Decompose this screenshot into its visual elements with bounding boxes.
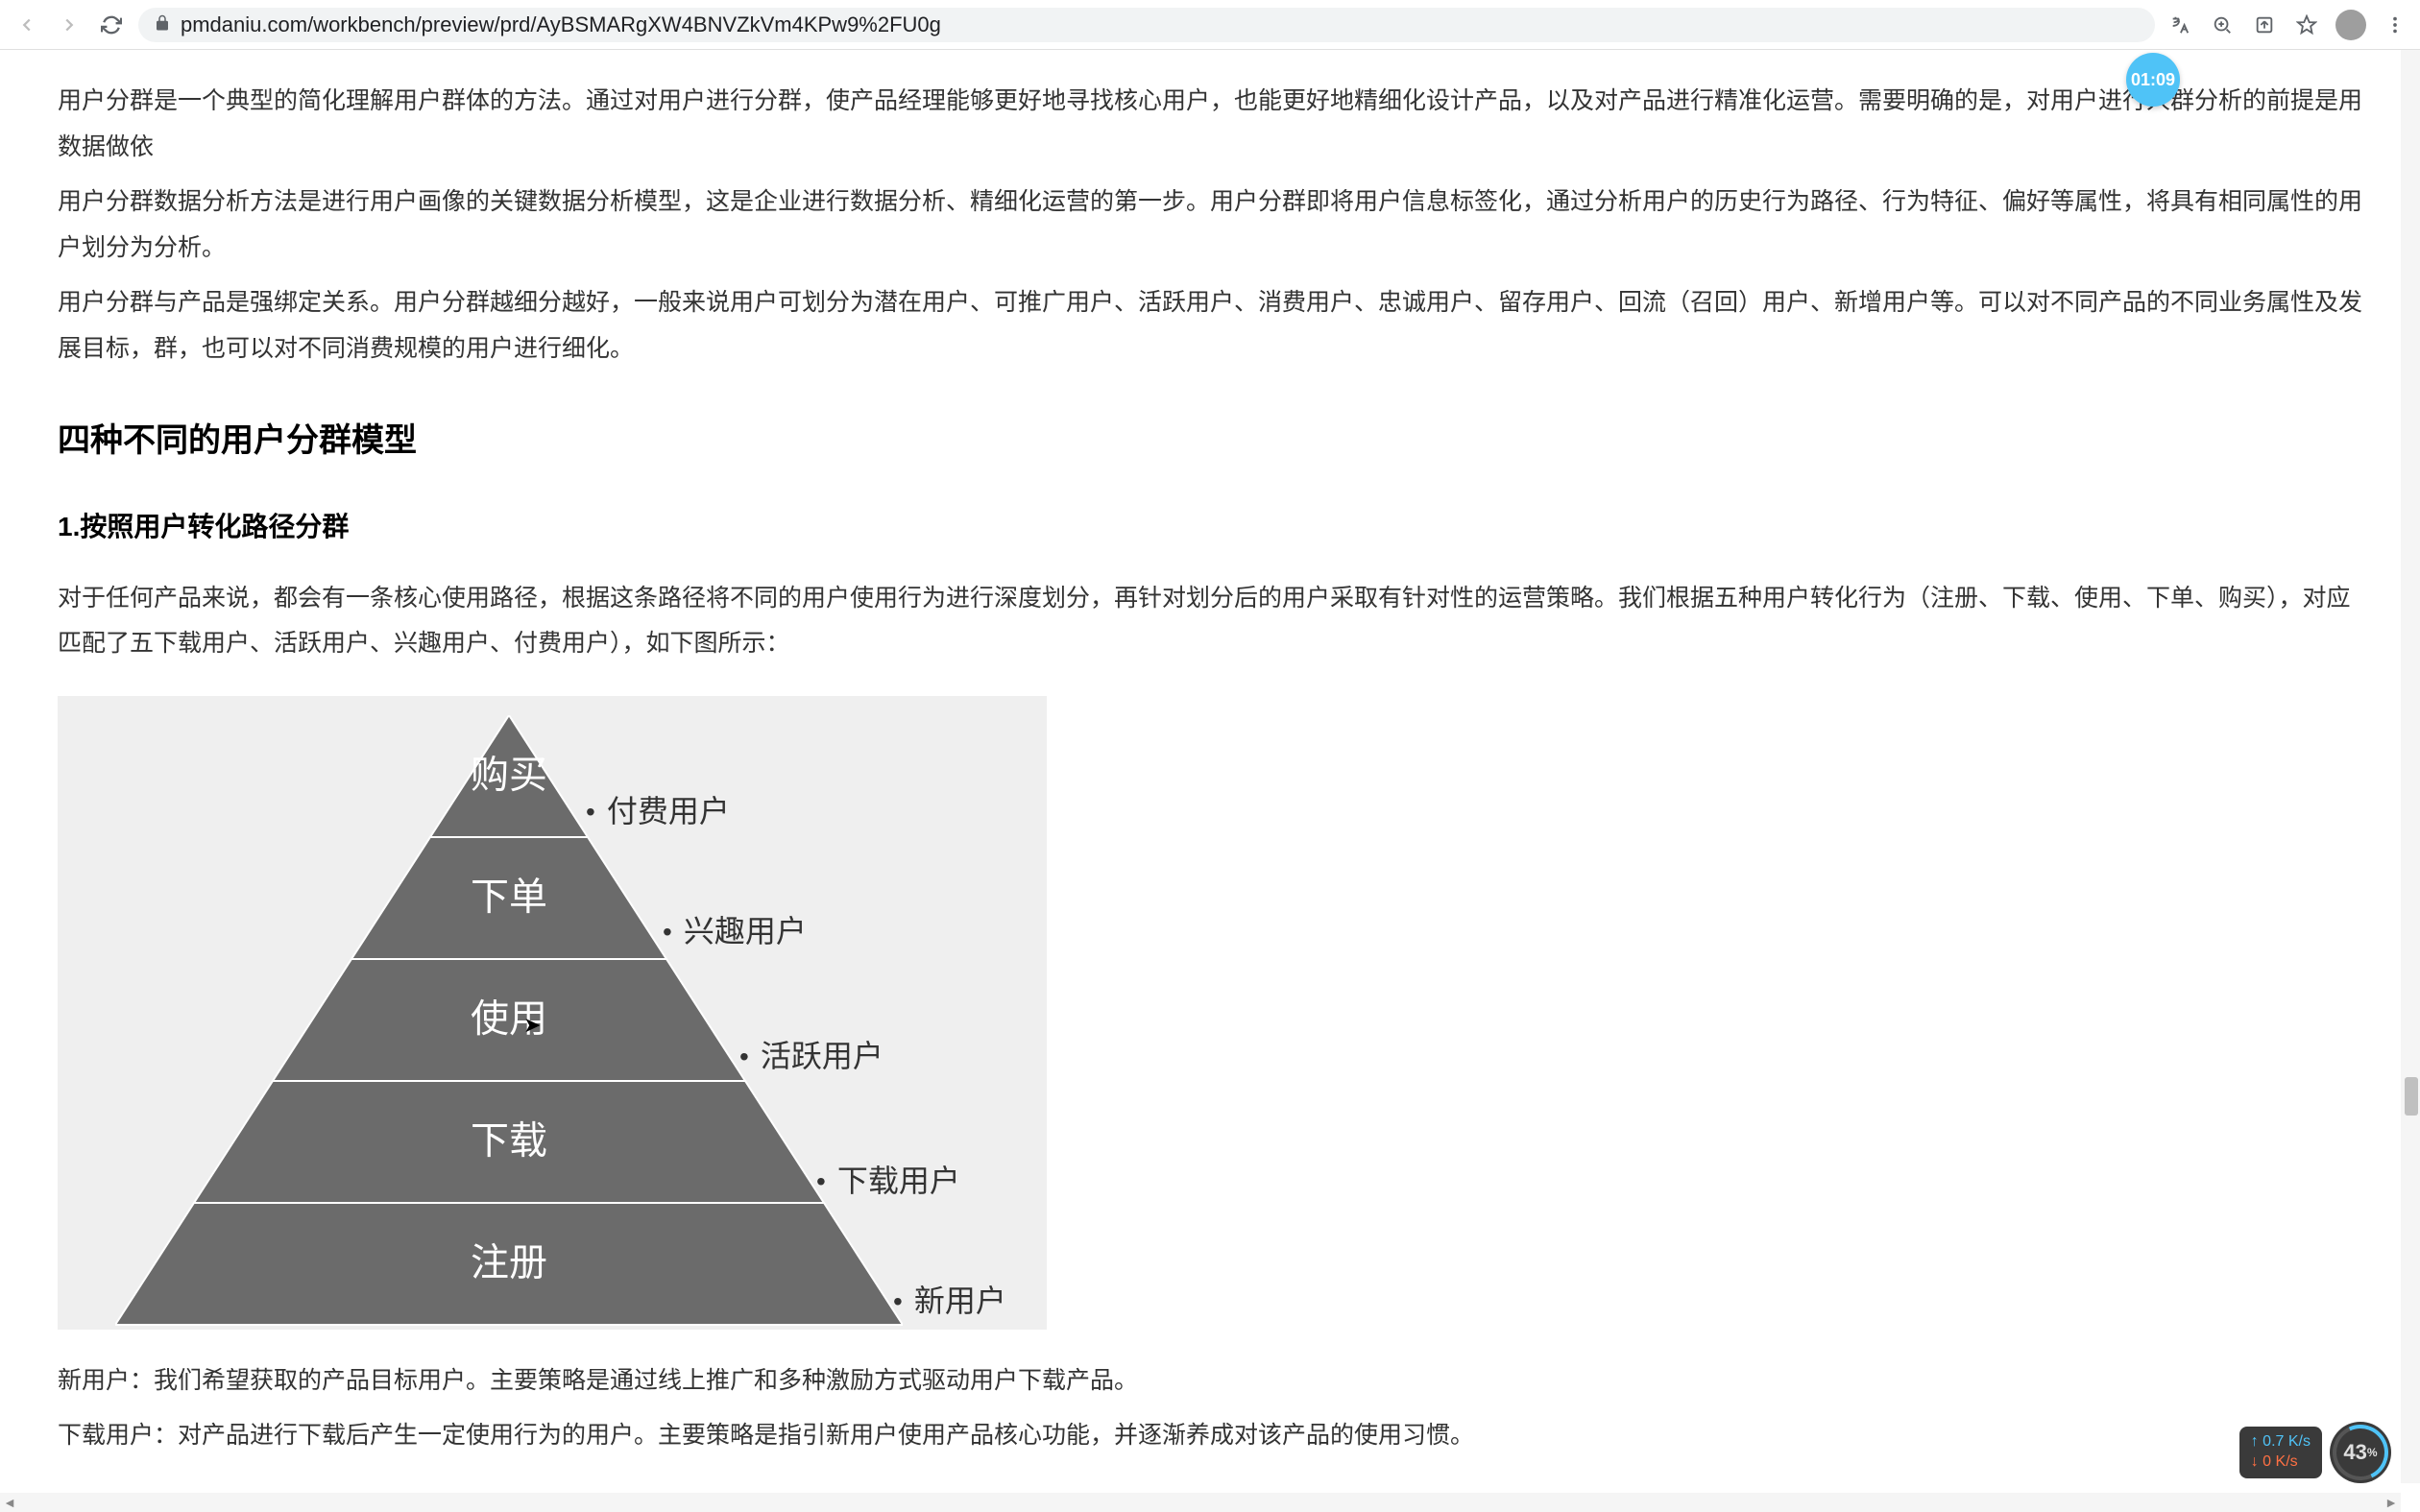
paragraph: 用户分群是一个典型的简化理解用户群体的方法。通过对用户进行分群，使产品经理能够更… [58,79,2362,170]
vertical-scrollbar[interactable] [2401,50,2420,1483]
pyramid-label: •兴趣用户 [663,902,807,961]
reload-button[interactable] [96,10,127,40]
pyramid-diagram: 购买下单使用下载注册 •付费用户 •兴趣用户 •活跃用户 •下载用户 •新用户 [58,696,1047,1330]
toolbar-icons [2166,10,2408,40]
paragraph: 用户分群与产品是强绑定关系。用户分群越细分越好，一般来说用户可划分为潜在用户、可… [58,280,2362,372]
gauge-unit: % [2367,1446,2378,1459]
pyramid-label: •活跃用户 [739,1027,883,1086]
avatar[interactable] [2335,10,2366,40]
paragraph: 新用户：我们希望获取的产品目标用户。主要策略是通过线上推广和多种激励方式驱动用户… [58,1358,2362,1404]
pyramid-label: •下载用户 [816,1152,960,1211]
translate-icon[interactable] [2166,12,2193,38]
document-content: 用户分群是一个典型的简化理解用户群体的方法。通过对用户进行分群，使产品经理能够更… [0,50,2420,1498]
share-icon[interactable] [2251,12,2278,38]
browser-toolbar: pmdaniu.com/workbench/preview/prd/AyBSMA… [0,0,2420,50]
pyramid-svg: 购买下单使用下载注册 [115,715,903,1330]
stats-down: 0 [2263,1453,2271,1470]
paragraph: 用户分群数据分析方法是进行用户画像的关键数据分析模型，这是企业进行数据分析、精细… [58,180,2362,271]
pyramid-label: •新用户 [893,1272,1006,1331]
paragraph: 下载用户：对产品进行下载后产生一定使用行为的用户。主要策略是指引新用户使用产品核… [58,1413,2362,1459]
svg-text:下单: 下单 [471,875,547,918]
cpu-gauge: 43% [2330,1422,2391,1483]
network-stats: ↑ 0.7 K/s ↓ 0 K/s [2239,1427,2322,1478]
lock-icon [154,12,171,37]
timer-badge[interactable]: 01:09 [2126,53,2180,107]
paragraph: 对于任何产品来说，都会有一条核心使用路径，根据这条路径将不同的用户使用行为进行深… [58,576,2362,667]
stats-widget[interactable]: ↑ 0.7 K/s ↓ 0 K/s 43% [2239,1422,2391,1483]
forward-button[interactable] [54,10,85,40]
stats-down-unit: K/s [2276,1453,2298,1470]
svg-text:注册: 注册 [471,1240,547,1284]
url-bar[interactable]: pmdaniu.com/workbench/preview/prd/AyBSMA… [138,8,2155,42]
zoom-icon[interactable] [2209,12,2236,38]
back-button[interactable] [12,10,42,40]
pyramid-label: •付费用户 [586,782,730,841]
star-icon[interactable] [2293,12,2320,38]
gauge-value: 43 [2343,1440,2366,1465]
stats-up: 0.7 [2263,1433,2284,1450]
menu-icon[interactable] [2382,12,2408,38]
url-text: pmdaniu.com/workbench/preview/prd/AyBSMA… [181,12,941,37]
svg-text:购买: 购买 [471,753,547,796]
scroll-left-arrow[interactable]: ◄ [0,1493,19,1512]
horizontal-scrollbar[interactable]: ◄ ► [0,1493,2401,1512]
scroll-right-arrow[interactable]: ► [2382,1493,2401,1512]
timer-value: 01:09 [2131,70,2175,90]
stats-up-unit: K/s [2288,1433,2311,1450]
svg-text:使用: 使用 [471,996,547,1040]
heading-models: 四种不同的用户分群模型 [58,410,2362,472]
heading-path: 1.按照用户转化路径分群 [58,501,2362,552]
svg-text:下载: 下载 [471,1118,547,1162]
scroll-thumb[interactable] [2405,1077,2418,1116]
